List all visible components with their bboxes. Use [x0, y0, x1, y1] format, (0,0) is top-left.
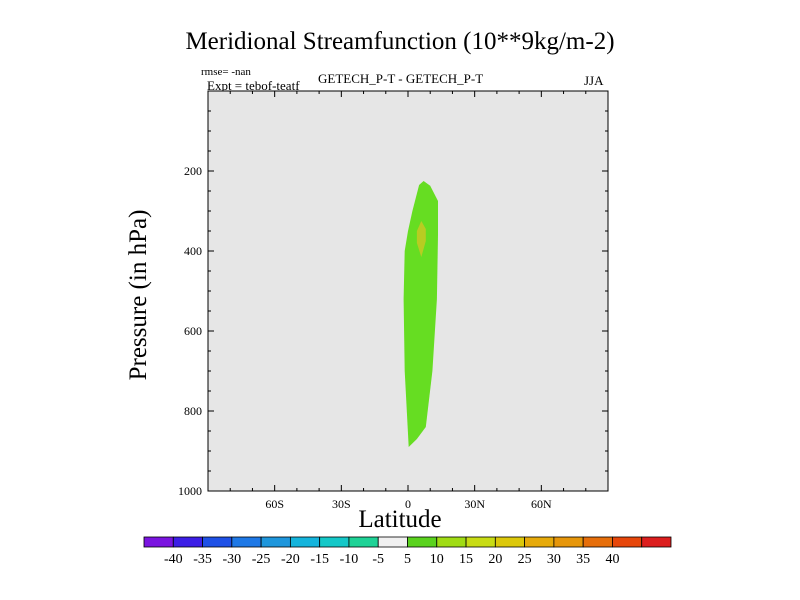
y-tick-label: 200 [184, 164, 202, 178]
colorbar-label: 40 [605, 552, 619, 567]
contour-region-1 [416, 221, 426, 257]
colorbar-swatch [407, 536, 438, 548]
rmse-label: rmse= -nan [201, 66, 251, 78]
colorbar-swatch [231, 536, 262, 548]
x-tick-label: 0 [405, 497, 411, 511]
colorbar-swatch [436, 536, 467, 548]
colorbar-swatch [289, 536, 321, 548]
colorbar-label: -15 [310, 552, 329, 567]
colorbar-swatch [524, 536, 555, 548]
colorbar-swatch [494, 536, 526, 548]
colorbar-label: 25 [518, 552, 532, 567]
x-axis-label: Latitude [358, 506, 442, 533]
colorbar-swatch [553, 536, 584, 548]
colorbar-label: 10 [430, 552, 444, 567]
colorbar-swatch [612, 536, 643, 548]
colorbar-label: -35 [193, 552, 212, 567]
colorbar-label: -10 [340, 552, 359, 567]
colorbar-label: 20 [488, 552, 502, 567]
y-tick-label: 600 [184, 324, 202, 338]
colorbar-label: -30 [222, 552, 241, 567]
colorbar-label: 35 [576, 552, 590, 567]
colorbar-swatch [582, 536, 613, 548]
colorbar-swatch [377, 536, 408, 548]
x-tick-label: 60S [265, 497, 284, 511]
colorbar-label: -5 [372, 552, 384, 567]
x-tick-label: 30S [332, 497, 351, 511]
contour-region-0 [403, 181, 438, 447]
colorbar-swatch [641, 536, 672, 548]
colorbar-swatch [143, 536, 174, 548]
colorbar-swatch [202, 536, 233, 548]
colorbar-label: 15 [459, 552, 473, 567]
colorbar-swatch [319, 536, 350, 548]
colorbar-label: -40 [164, 552, 183, 567]
colorbar-label: -25 [252, 552, 271, 567]
colorbar-label: -20 [281, 552, 300, 567]
chart-title: Meridional Streamfunction (10**9kg/m-2) [185, 28, 615, 55]
colorbar-swatch [348, 536, 379, 548]
colorbar-label: 5 [404, 552, 411, 567]
y-tick-label: 1000 [178, 484, 202, 498]
experiment-names: GETECH_P-T - GETECH_P-T [318, 71, 484, 86]
season-label: JJA [584, 73, 604, 88]
colorbar-swatch [465, 536, 496, 548]
colorbar-swatch [260, 536, 291, 548]
experiment-label: Expt = tebof-teatf [207, 78, 300, 93]
colorbar-label: 30 [547, 552, 561, 567]
y-tick-label: 400 [184, 244, 202, 258]
y-tick-label: 800 [184, 404, 202, 418]
colorbar-swatch [172, 536, 203, 548]
x-tick-label: 60N [531, 497, 552, 511]
x-tick-label: 30N [464, 497, 485, 511]
